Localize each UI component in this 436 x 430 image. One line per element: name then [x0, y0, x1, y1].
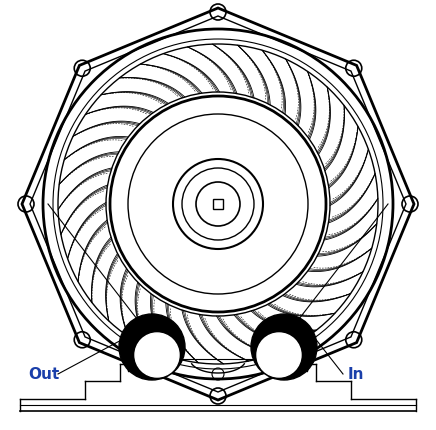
Circle shape [135, 333, 179, 377]
Circle shape [251, 314, 317, 380]
Circle shape [257, 333, 301, 377]
Text: Out: Out [28, 367, 59, 381]
Text: In: In [348, 367, 364, 381]
Bar [213, 200, 223, 209]
Circle shape [119, 314, 185, 380]
